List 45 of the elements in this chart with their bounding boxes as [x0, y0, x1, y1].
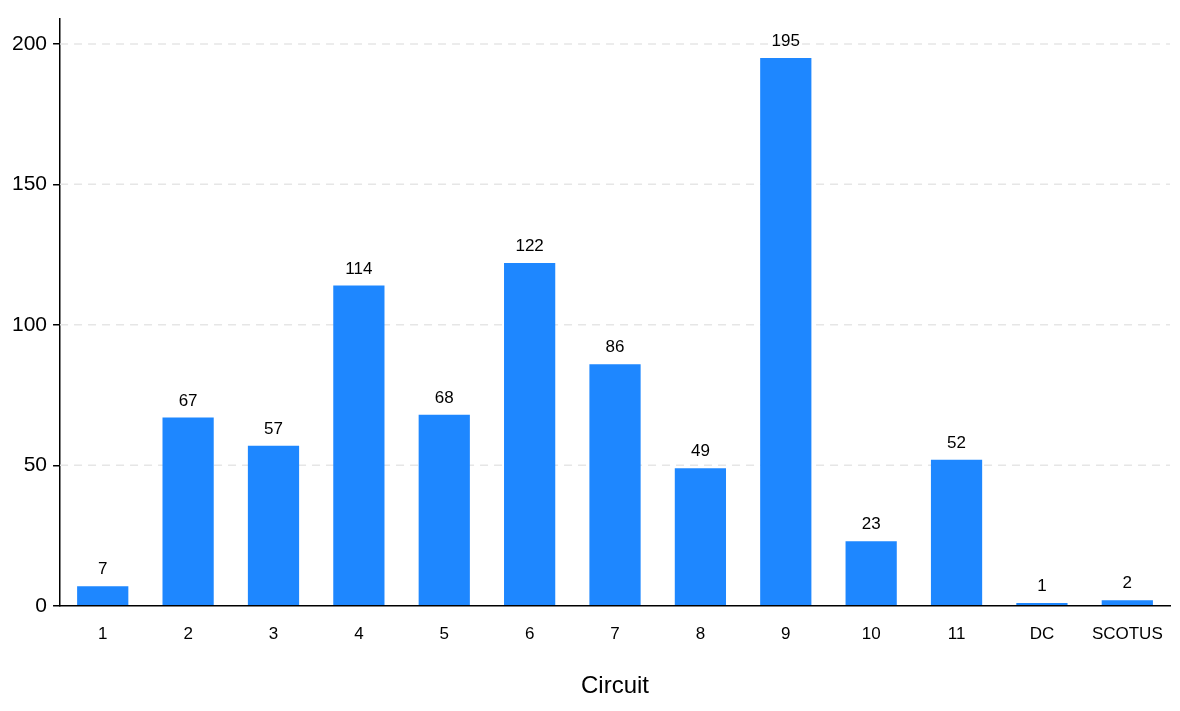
data-label: 23	[861, 514, 881, 534]
bar	[1016, 602, 1068, 606]
x-tick-label: 2	[183, 623, 193, 643]
x-tick-label: 9	[781, 623, 791, 643]
y-tick-label: 200	[11, 30, 48, 54]
bar	[589, 364, 641, 606]
y-tick-label: 100	[11, 311, 48, 335]
bar	[247, 445, 300, 606]
x-tick-label: 8	[695, 623, 706, 643]
bar	[845, 541, 897, 606]
x-tick-label: 3	[268, 623, 279, 643]
y-tick-label: 50	[23, 452, 48, 476]
data-label: 86	[605, 337, 625, 357]
data-label: 195	[771, 31, 800, 51]
x-tick-label: 6	[524, 623, 535, 643]
data-label: 68	[434, 387, 454, 407]
bar	[77, 586, 129, 606]
bar	[1101, 600, 1153, 606]
data-label: 2	[1122, 573, 1133, 593]
y-tick-label: 150	[11, 171, 48, 195]
bar	[504, 263, 556, 606]
data-label: 1	[1037, 576, 1047, 596]
x-tick-label: 10	[861, 623, 881, 643]
y-tick-label: 0	[35, 592, 48, 616]
x-tick-label: 5	[439, 623, 449, 643]
data-label: 7	[97, 559, 108, 579]
x-tick-label: 1	[97, 623, 108, 643]
x-tick-label: 7	[610, 623, 620, 643]
x-tick-label: SCOTUS	[1091, 623, 1163, 643]
bar	[162, 417, 214, 606]
data-label: 57	[264, 418, 283, 438]
data-label: 114	[345, 258, 373, 278]
bar	[930, 459, 983, 606]
bar	[418, 414, 470, 606]
data-label: 52	[947, 432, 967, 452]
x-tick-label: DC	[1029, 623, 1055, 643]
x-axis-title: Circuit	[581, 671, 650, 699]
x-tick-label: 11	[947, 623, 966, 643]
data-label: 122	[515, 236, 544, 256]
data-label: 67	[178, 390, 198, 410]
bar	[333, 285, 385, 606]
x-tick-label: 4	[354, 623, 364, 643]
bar	[760, 57, 812, 606]
data-label: 49	[690, 441, 710, 461]
bar	[674, 468, 727, 606]
